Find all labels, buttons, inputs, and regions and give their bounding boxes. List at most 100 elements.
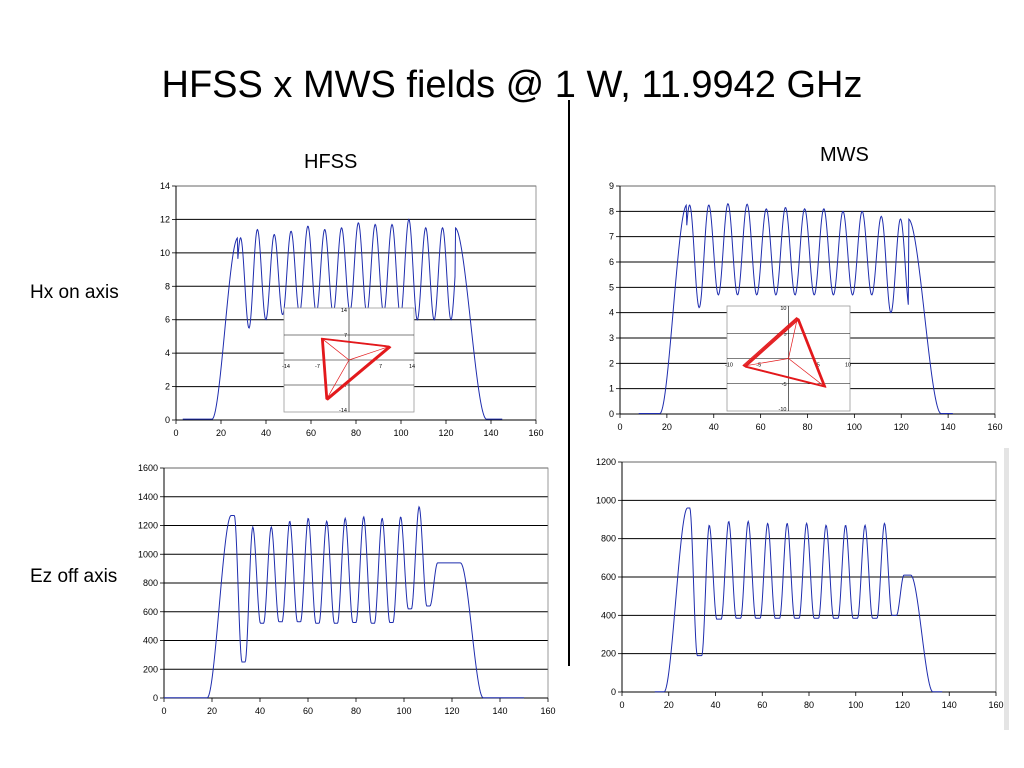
inset-radius <box>348 346 390 361</box>
y-tick-label: 200 <box>601 649 616 659</box>
row-label-hx: Hx on axis <box>30 282 119 303</box>
x-tick-label: 0 <box>619 700 624 710</box>
edge-strip <box>1004 448 1009 730</box>
inset-x-tick-label: -10 <box>725 363 733 369</box>
chart-hfss-ez: 0 200 400 600 800 1000 1200 1400 1600 0 20 40 60 80 10… <box>138 463 556 716</box>
series-line <box>182 218 503 420</box>
x-tick-label: 80 <box>804 700 814 710</box>
x-tick-label: 60 <box>757 700 767 710</box>
y-tick-label: 4 <box>165 348 170 358</box>
y-tick-label: 1000 <box>596 495 616 505</box>
inset-x-tick-label: -7 <box>315 364 320 370</box>
x-tick-label: 120 <box>894 422 909 432</box>
y-tick-label: 9 <box>609 181 614 191</box>
x-tick-label: 160 <box>987 422 1002 432</box>
column-label-mws: MWS <box>820 144 869 166</box>
inset-radius <box>788 318 798 359</box>
slide-title: HFSS x MWS fields @ 1 W, 11.9942 GHz <box>161 64 863 106</box>
x-tick-label: 100 <box>848 700 863 710</box>
column-divider <box>568 100 570 666</box>
y-tick-label: 10 <box>160 248 170 258</box>
y-tick-label: 1200 <box>596 457 616 467</box>
inset-y-tick-label: 7 <box>344 333 347 339</box>
x-tick-label: 140 <box>483 428 498 438</box>
y-tick-label: 3 <box>609 333 614 343</box>
inset-x-tick-label: 14 <box>409 364 415 370</box>
x-tick-label: 100 <box>396 706 411 716</box>
inset-y-tick-label: -10 <box>779 407 787 413</box>
y-tick-label: 0 <box>611 687 616 697</box>
y-tick-label: 7 <box>609 232 614 242</box>
series-line <box>654 507 943 693</box>
inset-radius <box>788 358 825 387</box>
inset-y-tick-label: 5 <box>783 331 786 337</box>
y-tick-label: 1400 <box>138 492 158 502</box>
x-tick-label: 20 <box>216 428 226 438</box>
x-tick-label: 80 <box>351 428 361 438</box>
x-tick-label: 140 <box>492 706 507 716</box>
inset-x-tick-label: 5 <box>817 363 820 369</box>
x-tick-label: 80 <box>802 422 812 432</box>
inset-trajectory <box>320 337 390 400</box>
inset-radius <box>326 359 350 400</box>
inset-trajectory <box>745 318 827 388</box>
y-tick-label: 14 <box>160 181 170 191</box>
x-tick-label: 40 <box>710 700 720 710</box>
y-tick-label: 2 <box>165 382 170 392</box>
y-tick-label: 200 <box>143 664 158 674</box>
x-tick-label: 40 <box>255 706 265 716</box>
row-label-ez: Ez off axis <box>30 566 118 587</box>
inset-mws-hx: -10 -10 -5 -5 5 5 10 10 <box>725 305 851 413</box>
y-tick-label: 800 <box>143 578 158 588</box>
x-tick-label: 160 <box>988 700 1003 710</box>
inset-y-tick-label: 14 <box>341 308 347 314</box>
x-tick-label: 120 <box>895 700 910 710</box>
inset-y-tick-label: -5 <box>782 382 787 388</box>
y-tick-label: 800 <box>601 534 616 544</box>
y-tick-label: 8 <box>165 281 170 291</box>
inset-radius <box>321 338 350 361</box>
inset-x-tick-label: -14 <box>282 364 290 370</box>
y-tick-label: 0 <box>609 409 614 419</box>
column-label-hfss: HFSS <box>304 151 358 173</box>
y-tick-label: 1600 <box>138 463 158 473</box>
y-tick-label: 1000 <box>138 549 158 559</box>
series-line <box>638 203 953 414</box>
x-tick-label: 0 <box>173 428 178 438</box>
x-tick-label: 100 <box>847 422 862 432</box>
y-tick-label: 600 <box>601 572 616 582</box>
y-tick-label: 400 <box>143 636 158 646</box>
y-tick-label: 8 <box>609 206 614 216</box>
y-tick-label: 5 <box>609 282 614 292</box>
x-tick-label: 140 <box>941 422 956 432</box>
inset-x-tick-label: -5 <box>756 363 761 369</box>
x-tick-label: 40 <box>709 422 719 432</box>
inset-trajectory <box>742 317 824 387</box>
y-tick-label: 4 <box>609 308 614 318</box>
x-tick-label: 160 <box>528 428 543 438</box>
chart-mws-hx: 0 1 2 3 4 5 6 7 8 9 0 20 40 60 80 100 120 140 160 <box>609 181 1003 432</box>
inset-y-tick-label: -14 <box>339 408 347 414</box>
x-tick-label: 120 <box>438 428 453 438</box>
y-tick-label: 12 <box>160 214 170 224</box>
x-tick-label: 20 <box>664 700 674 710</box>
x-tick-label: 160 <box>540 706 555 716</box>
x-tick-label: 100 <box>393 428 408 438</box>
x-tick-label: 60 <box>756 422 766 432</box>
y-tick-label: 600 <box>143 607 158 617</box>
x-tick-label: 0 <box>161 706 166 716</box>
y-tick-label: 1200 <box>138 521 158 531</box>
x-tick-label: 60 <box>306 428 316 438</box>
y-tick-label: 1 <box>609 384 614 394</box>
x-tick-label: 40 <box>261 428 271 438</box>
chart-mws-ez: 0 200 400 600 800 1000 1200 0 20 40 60 80 100 120 140 1… <box>596 457 1004 710</box>
x-tick-label: 120 <box>444 706 459 716</box>
inset-y-tick-label: 10 <box>780 306 786 312</box>
inset-radius <box>743 358 789 367</box>
inset-x-tick-label: 10 <box>845 363 851 369</box>
x-tick-label: 20 <box>207 706 217 716</box>
y-tick-label: 2 <box>609 358 614 368</box>
y-tick-label: 0 <box>153 693 158 703</box>
